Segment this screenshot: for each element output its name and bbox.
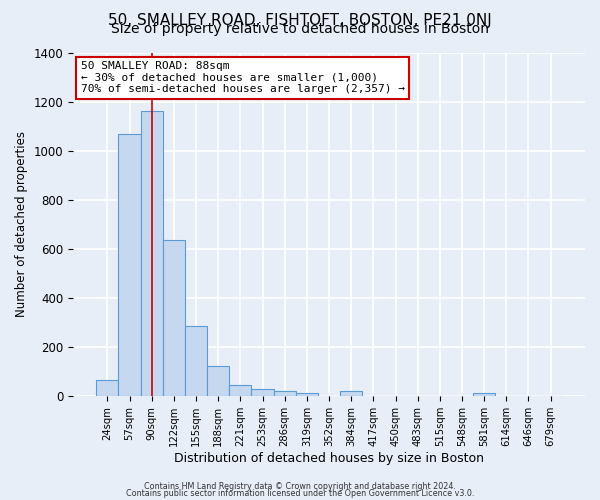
Bar: [296, 392, 318, 396]
Bar: [251, 389, 274, 396]
X-axis label: Distribution of detached houses by size in Boston: Distribution of detached houses by size …: [174, 452, 484, 465]
Bar: [118, 134, 140, 396]
Bar: [274, 392, 296, 396]
Bar: [473, 392, 495, 396]
Bar: [229, 386, 251, 396]
Text: 50 SMALLEY ROAD: 88sqm
← 30% of detached houses are smaller (1,000)
70% of semi-: 50 SMALLEY ROAD: 88sqm ← 30% of detached…: [81, 61, 405, 94]
Text: 50, SMALLEY ROAD, FISHTOFT, BOSTON, PE21 0NJ: 50, SMALLEY ROAD, FISHTOFT, BOSTON, PE21…: [108, 12, 492, 28]
Bar: [140, 112, 163, 397]
Text: Contains HM Land Registry data © Crown copyright and database right 2024.: Contains HM Land Registry data © Crown c…: [144, 482, 456, 491]
Text: Contains public sector information licensed under the Open Government Licence v3: Contains public sector information licen…: [126, 489, 474, 498]
Text: Size of property relative to detached houses in Boston: Size of property relative to detached ho…: [111, 22, 489, 36]
Bar: [163, 240, 185, 396]
Y-axis label: Number of detached properties: Number of detached properties: [15, 132, 28, 318]
Bar: [207, 366, 229, 396]
Bar: [96, 380, 118, 396]
Bar: [185, 326, 207, 396]
Bar: [340, 392, 362, 396]
